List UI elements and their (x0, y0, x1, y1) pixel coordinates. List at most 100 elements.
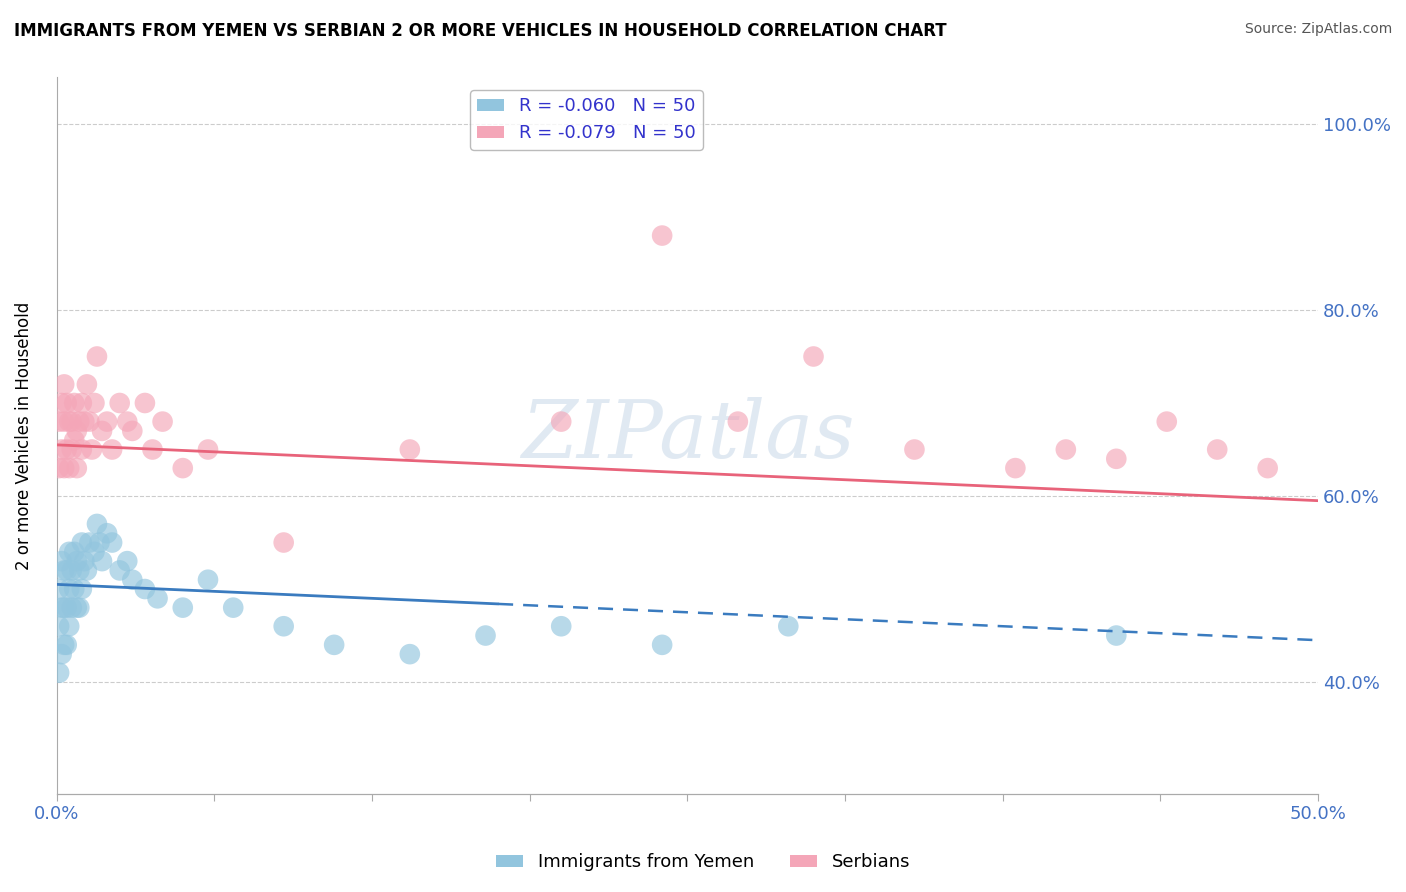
Point (197, 442, 219, 457)
Point (55, 442, 77, 457)
Text: Source: ZipAtlas.com: Source: ZipAtlas.com (1244, 22, 1392, 37)
Point (1004, 461, 1026, 475)
Point (58, 619, 80, 633)
Point (51, 396, 73, 410)
Point (117, 415, 139, 429)
Point (803, 350, 825, 364)
Point (48, 619, 70, 633)
Point (70, 582, 93, 596)
Point (222, 600, 245, 615)
Point (67, 415, 90, 429)
Point (197, 573, 219, 587)
Point (651, 638, 673, 652)
Point (73, 415, 96, 429)
Point (1206, 442, 1229, 457)
Point (76, 377, 98, 392)
Point (63, 396, 86, 410)
Point (48, 582, 70, 596)
Legend: Immigrants from Yemen, Serbians: Immigrants from Yemen, Serbians (489, 847, 917, 879)
Point (53, 563, 76, 577)
Point (474, 628, 496, 642)
Point (70, 396, 93, 410)
Point (48, 415, 70, 429)
Point (141, 442, 163, 457)
Point (1257, 461, 1279, 475)
Point (273, 619, 295, 633)
Point (51, 600, 73, 615)
Y-axis label: 2 or more Vehicles in Household: 2 or more Vehicles in Household (15, 301, 32, 570)
Point (63, 582, 86, 596)
Point (651, 228, 673, 243)
Point (58, 415, 80, 429)
Point (51, 554, 73, 568)
Point (1105, 628, 1128, 642)
Point (91, 424, 114, 438)
Point (91, 554, 114, 568)
Point (1156, 415, 1178, 429)
Point (1105, 451, 1128, 466)
Point (550, 415, 572, 429)
Point (70, 535, 93, 549)
Point (117, 554, 139, 568)
Point (67, 600, 90, 615)
Point (273, 535, 295, 549)
Point (73, 554, 96, 568)
Point (1054, 442, 1077, 457)
Point (66, 600, 89, 615)
Point (101, 535, 124, 549)
Point (51, 442, 73, 457)
Point (172, 600, 194, 615)
Point (89, 535, 111, 549)
Point (550, 619, 572, 633)
Point (398, 647, 420, 661)
Point (60, 415, 83, 429)
Point (60, 563, 83, 577)
Point (53, 638, 76, 652)
Point (86, 516, 108, 531)
Point (96, 526, 118, 541)
Point (96, 415, 118, 429)
Point (778, 619, 800, 633)
Point (51, 647, 73, 661)
Point (80, 442, 103, 457)
Point (53, 600, 76, 615)
Point (79, 415, 101, 429)
Point (152, 415, 174, 429)
Point (108, 563, 131, 577)
Point (146, 591, 169, 606)
Point (79, 535, 101, 549)
Point (83, 396, 105, 410)
Point (48, 665, 70, 680)
Point (60, 600, 83, 615)
Point (398, 442, 420, 457)
Legend: R = -0.060   N = 50, R = -0.079   N = 50: R = -0.060 N = 50, R = -0.079 N = 50 (470, 90, 703, 150)
Point (108, 396, 131, 410)
Point (60, 442, 83, 457)
Text: ZIPatlas: ZIPatlas (520, 397, 853, 475)
Point (66, 461, 89, 475)
Point (172, 461, 194, 475)
Point (134, 582, 156, 596)
Point (55, 563, 77, 577)
Point (66, 424, 89, 438)
Point (323, 638, 346, 652)
Point (63, 434, 86, 448)
Point (48, 461, 70, 475)
Point (53, 377, 76, 392)
Point (55, 638, 77, 652)
Point (101, 442, 124, 457)
Point (727, 415, 749, 429)
Point (53, 415, 76, 429)
Point (63, 545, 86, 559)
Point (86, 350, 108, 364)
Point (58, 545, 80, 559)
Point (58, 582, 80, 596)
Point (903, 442, 925, 457)
Point (70, 442, 93, 457)
Point (76, 563, 98, 577)
Point (58, 461, 80, 475)
Point (55, 396, 77, 410)
Point (66, 554, 89, 568)
Point (83, 545, 105, 559)
Text: IMMIGRANTS FROM YEMEN VS SERBIAN 2 OR MORE VEHICLES IN HOUSEHOLD CORRELATION CHA: IMMIGRANTS FROM YEMEN VS SERBIAN 2 OR MO… (14, 22, 946, 40)
